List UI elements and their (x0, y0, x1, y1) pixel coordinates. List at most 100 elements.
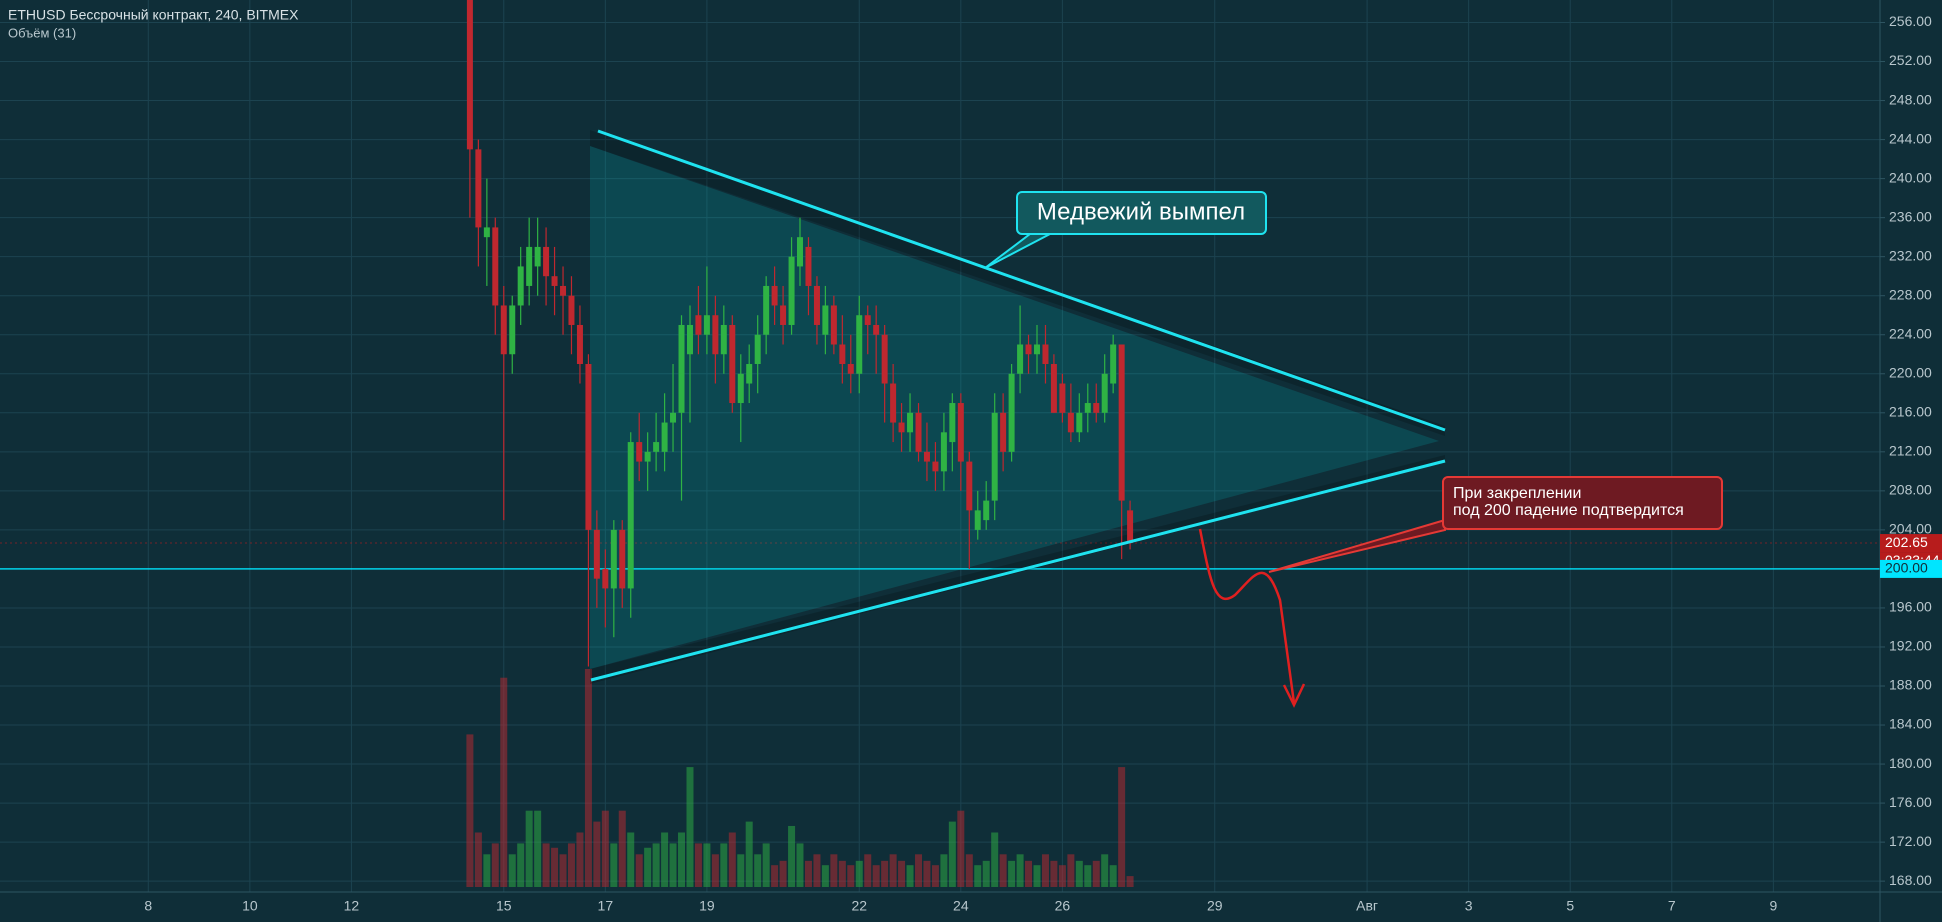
y-tick-label: 252.00 (1889, 52, 1932, 68)
candle-body (737, 373, 744, 404)
arrow-head (1282, 683, 1306, 708)
volume-bar (974, 865, 982, 887)
y-tick-label: 240.00 (1889, 169, 1932, 185)
volume-bar (881, 860, 889, 887)
volume-bar (838, 860, 846, 887)
chart-title: ETHUSD Бессрочный контракт, 240, BITMEX (8, 7, 299, 23)
grid (0, 0, 1880, 892)
y-tick-label: 224.00 (1889, 325, 1932, 341)
volume-bar (694, 843, 702, 887)
x-tick-label: 3 (1465, 898, 1473, 914)
y-tick-label: 248.00 (1889, 91, 1932, 107)
candle-body (949, 403, 956, 443)
y-tick-label: 208.00 (1889, 482, 1932, 498)
candle-body (568, 295, 575, 325)
y-tick-label: 196.00 (1889, 599, 1932, 615)
candle-body (678, 324, 685, 413)
volume-bar (576, 832, 584, 887)
y-tick-label: 168.00 (1889, 872, 1932, 888)
x-tick-label: 8 (144, 898, 152, 914)
volume-bar (525, 810, 533, 887)
candle-body (966, 461, 973, 511)
volume-bar (500, 677, 508, 887)
price-tag (1880, 534, 1942, 553)
volume-bar (906, 865, 914, 887)
volume-bar (669, 843, 677, 887)
candle-body (703, 315, 710, 335)
candle-body (1008, 373, 1015, 452)
volume-bar (771, 865, 779, 887)
y-tick-label: 244.00 (1889, 130, 1932, 146)
x-tick-label: 9 (1769, 898, 1777, 914)
y-tick-label: 192.00 (1889, 638, 1932, 654)
candle-body (1093, 403, 1100, 413)
candle-body (1101, 373, 1108, 413)
candle-body (1076, 412, 1083, 433)
x-tick-label: 26 (1055, 898, 1071, 914)
candle-body (923, 451, 930, 462)
volume-bar (593, 821, 601, 887)
candle-body (627, 442, 634, 589)
candle-body (890, 383, 897, 423)
candle-body (780, 305, 787, 325)
candle-body (932, 461, 939, 472)
candle-body (1118, 344, 1125, 501)
volume-bar (601, 810, 609, 887)
x-tick-label: 17 (598, 898, 614, 914)
volume-bar (1118, 767, 1126, 887)
volume-bar (1067, 854, 1075, 887)
callout-text: При закреплении (1453, 485, 1581, 502)
volume-bar (847, 865, 855, 887)
candle-body (1127, 510, 1134, 544)
volume-bar (948, 821, 956, 887)
candle-body (1000, 412, 1007, 452)
x-tick-label: 10 (242, 898, 258, 914)
volume-bar (999, 854, 1007, 887)
volume-bar (728, 832, 736, 887)
volume-bar (745, 821, 753, 887)
candle-body (771, 285, 778, 306)
volume-bar (720, 843, 728, 887)
candle-body (560, 285, 567, 296)
volume-bar (1008, 860, 1016, 887)
candle-body (492, 227, 499, 306)
callout (1442, 476, 1723, 530)
candle-body (746, 364, 753, 384)
y-tick-label: 180.00 (1889, 755, 1932, 771)
y-tick-label: 204.00 (1889, 521, 1932, 537)
candle-body (585, 364, 592, 530)
candle-body (856, 315, 863, 374)
candle-body (898, 422, 905, 433)
candle-body (1050, 364, 1057, 413)
trendline (590, 459, 1446, 682)
candle-body (830, 305, 837, 345)
volume-bar (796, 843, 804, 887)
candle-body (610, 529, 617, 589)
pennant-band (590, 130, 1445, 436)
volume-bar (703, 843, 711, 887)
x-tick-label: 24 (953, 898, 969, 914)
volume-bar (940, 854, 948, 887)
candle-body (940, 432, 947, 472)
volume-bar (804, 860, 812, 887)
volume-bar (1084, 865, 1092, 887)
candle-body (517, 266, 524, 306)
candle-body (466, 0, 473, 150)
volume-bar (508, 854, 516, 887)
volume-bar (474, 832, 482, 887)
volume-bar (788, 825, 796, 887)
callout-text: Медвежий вымпел (1037, 198, 1245, 225)
volume-bar (957, 810, 965, 887)
volume-bar (635, 854, 643, 887)
candle-body (873, 324, 880, 335)
candle-body (636, 442, 643, 462)
candle-body (1067, 412, 1074, 433)
volume-bar (627, 832, 635, 887)
candle-body (551, 276, 558, 286)
candle-body (763, 285, 770, 335)
volume-bar (618, 810, 626, 887)
candle-body (1042, 344, 1049, 365)
candle-body (483, 227, 490, 238)
